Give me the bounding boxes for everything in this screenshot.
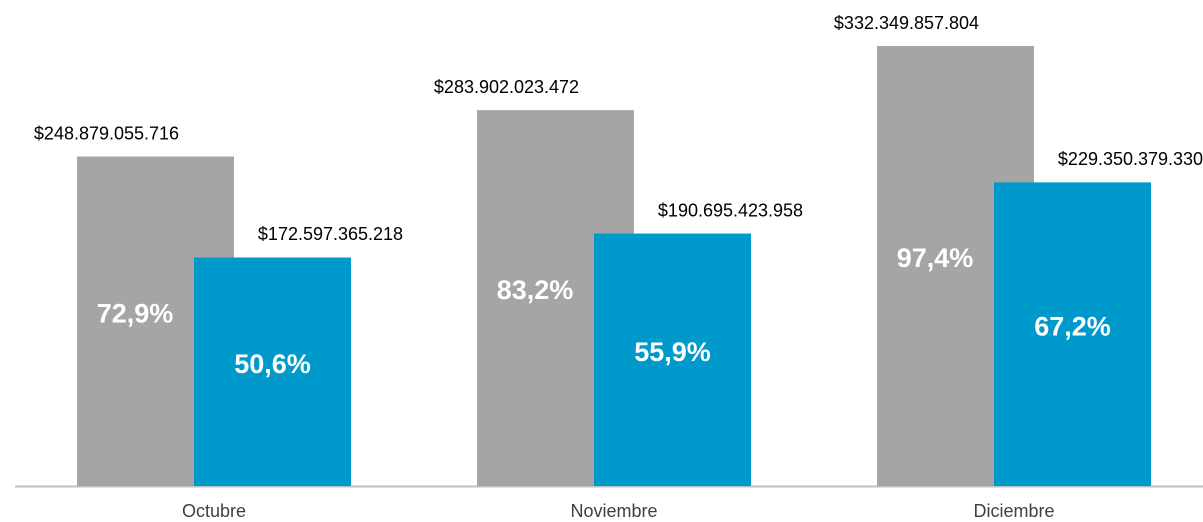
share-label: 97,4%: [897, 243, 974, 273]
share-label: 67,2%: [1034, 311, 1111, 341]
share-label: 55,9%: [634, 337, 711, 367]
share-label: 50,6%: [234, 349, 311, 379]
value-label: $172.597.365.218: [258, 224, 403, 244]
category-label: Octubre: [182, 501, 246, 521]
value-label: $283.902.023.472: [434, 77, 579, 97]
value-label: $229.350.379.330: [1058, 149, 1203, 169]
share-label: 72,9%: [97, 298, 174, 328]
value-label: $332.349.857.804: [834, 13, 979, 33]
value-label: $190.695.423.958: [658, 200, 803, 220]
value-label: $248.879.055.716: [34, 123, 179, 143]
share-label: 83,2%: [497, 275, 574, 305]
bar: [994, 182, 1151, 486]
bar: [594, 233, 751, 486]
bar: [194, 257, 351, 486]
category-label: Noviembre: [570, 501, 657, 521]
category-label: Diciembre: [973, 501, 1054, 521]
